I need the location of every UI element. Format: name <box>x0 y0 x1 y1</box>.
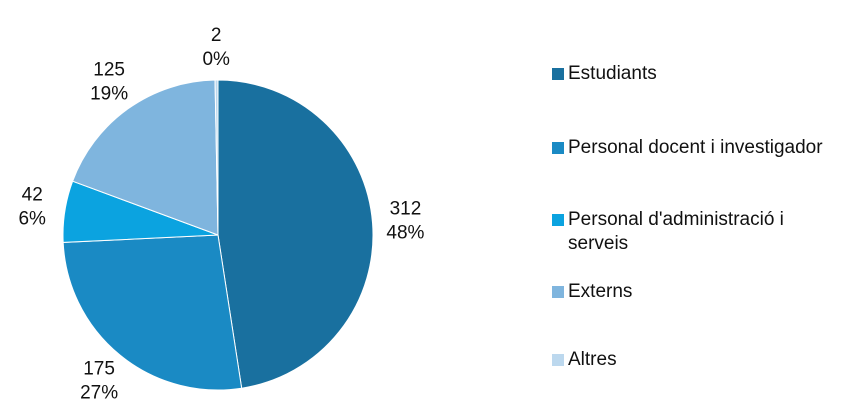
percent-label: 6% <box>18 208 46 229</box>
legend-label: Estudiants <box>568 63 657 84</box>
legend-label: Personal d'administració i serveis <box>568 209 784 254</box>
legend-item: Personal docent i investigador <box>552 136 842 160</box>
data-label: 42 <box>22 184 43 205</box>
legend-swatch <box>552 286 564 298</box>
pie-slice <box>217 79 374 389</box>
percent-label: 0% <box>202 49 230 70</box>
pie-slice <box>62 234 243 391</box>
legend-swatch <box>552 214 564 226</box>
legend-label: Personal docent i investigador <box>568 137 823 158</box>
legend-item: Estudiants <box>552 62 842 86</box>
percent-label: 19% <box>90 84 128 105</box>
legend-swatch <box>552 142 564 154</box>
data-label: 125 <box>93 60 125 81</box>
data-label: 2 <box>211 25 222 46</box>
pie-slice <box>214 79 219 236</box>
legend-label: Altres <box>568 349 617 370</box>
legend-swatch <box>552 354 564 366</box>
percent-label: 48% <box>386 223 424 244</box>
legend-item: Altres <box>552 348 842 372</box>
percent-label: 27% <box>80 383 118 404</box>
legend-swatch <box>552 68 564 80</box>
legend-label: Externs <box>568 281 633 302</box>
pie-slice <box>71 79 219 236</box>
data-label: 312 <box>390 199 422 220</box>
legend-item: Externs <box>552 280 842 304</box>
legend-item: Personal d'administració i serveis <box>552 208 842 256</box>
data-label: 175 <box>83 359 115 380</box>
